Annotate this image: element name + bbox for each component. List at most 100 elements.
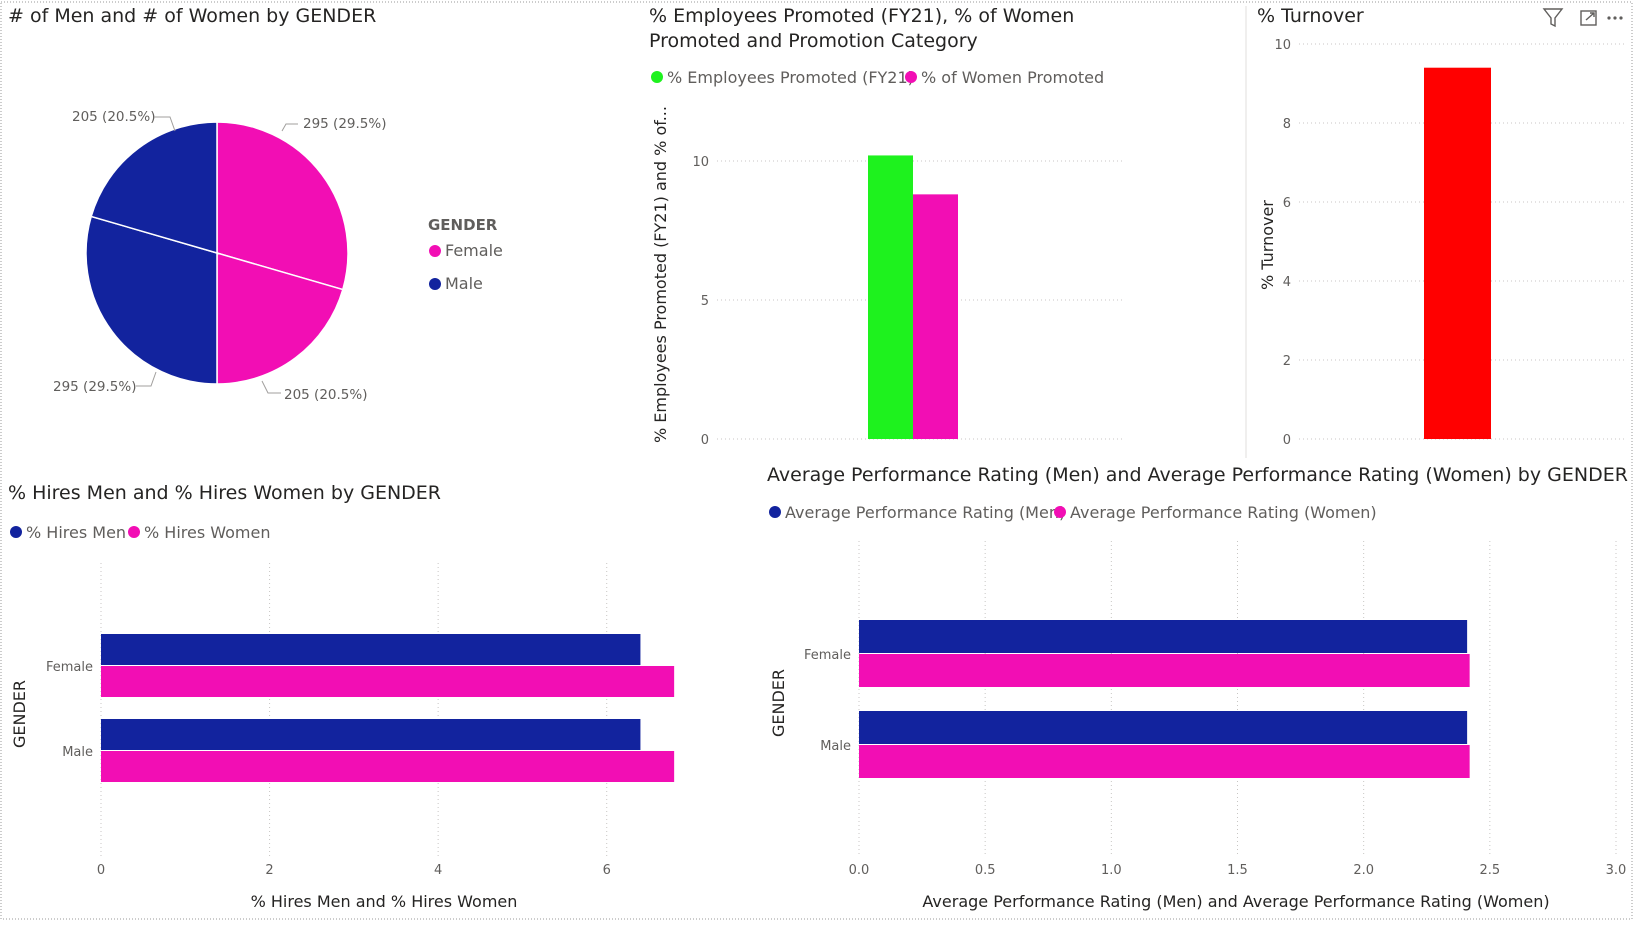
pie-slice[interactable] [216, 121, 349, 291]
category-label: Male [62, 745, 93, 760]
legend-item-perf-women[interactable]: Average Performance Rating (Women) [1054, 503, 1377, 522]
pie-visual[interactable]: # of Men and # of Women by GENDER 295 (2… [8, 5, 503, 403]
x-tick-label: 1.5 [1227, 863, 1248, 878]
leader-line [261, 380, 281, 394]
filter-icon[interactable] [1542, 8, 1564, 28]
x-tick-label: 0.5 [975, 863, 996, 878]
x-tick-label: 2 [265, 863, 273, 878]
legend-marker [429, 278, 441, 290]
y-tick-label: 5 [701, 294, 709, 309]
y-tick-label: 10 [1274, 38, 1291, 53]
y-tick-label: 6 [1283, 196, 1291, 211]
bar[interactable] [859, 745, 1470, 778]
pie-data-labels: 295 (29.5%) 205 (20.5%) 295 (29.5%) 205 … [53, 109, 386, 403]
legend-marker [128, 526, 140, 538]
bar[interactable] [101, 719, 641, 750]
category-label: Male [820, 739, 851, 754]
visual-header [1542, 8, 1623, 28]
legend-item-women-promoted[interactable]: % of Women Promoted [905, 68, 1104, 87]
performance-y-axis-title: GENDER [769, 669, 788, 737]
legend-marker [429, 245, 441, 257]
legend-marker [651, 71, 663, 83]
pie-slice[interactable] [85, 215, 218, 385]
leader-line [154, 116, 176, 132]
legend-marker [1054, 506, 1066, 518]
x-tick-label: 4 [434, 863, 442, 878]
turnover-gridlines: 0 2 4 6 8 10 [1274, 38, 1624, 448]
legend-label: Female [445, 241, 503, 260]
turnover-bars[interactable] [1424, 67, 1491, 439]
pie-legend: GENDER Female Male [428, 216, 503, 293]
focus-mode-icon[interactable] [1580, 10, 1597, 26]
performance-visual[interactable]: Average Performance Rating (Men) and Ave… [767, 464, 1628, 911]
pie-slice[interactable] [90, 121, 218, 254]
y-tick-label: 8 [1283, 117, 1291, 132]
legend-item-perf-men[interactable]: Average Performance Rating (Men) [769, 503, 1065, 522]
pie-leader-lines [136, 116, 298, 394]
leader-line [136, 371, 157, 387]
pie-legend-title: GENDER [428, 216, 498, 234]
y-tick-label: 2 [1283, 354, 1291, 369]
hires-visual[interactable]: % Hires Men and % Hires Women by GENDER … [8, 482, 675, 911]
promotion-bars[interactable] [868, 155, 958, 439]
turnover-visual[interactable]: % Turnover % Turnover 0 2 4 6 8 10 [1257, 5, 1624, 448]
hires-legend: % Hires Men % Hires Women [10, 523, 271, 542]
bar[interactable] [859, 654, 1470, 687]
category-label: Female [46, 660, 93, 675]
pie-data-label: 205 (20.5%) [284, 387, 367, 403]
bar[interactable] [859, 620, 1468, 653]
more-options-icon[interactable] [1607, 16, 1623, 20]
legend-marker [905, 71, 917, 83]
legend-label: % Hires Men [26, 523, 126, 542]
legend-item-hires-men[interactable]: % Hires Men [10, 523, 126, 542]
performance-legend: Average Performance Rating (Men) Average… [769, 503, 1377, 522]
y-tick-label: 0 [701, 433, 709, 448]
turnover-y-axis-title: % Turnover [1258, 200, 1277, 290]
x-tick-label: 0.0 [849, 863, 870, 878]
performance-bars[interactable] [859, 620, 1470, 778]
legend-item-female[interactable]: Female [429, 241, 503, 260]
x-tick-label: 1.0 [1101, 863, 1122, 878]
hires-x-axis-title: % Hires Men and % Hires Women [251, 892, 518, 911]
pie-slice[interactable] [216, 252, 344, 385]
pie-data-label: 295 (29.5%) [303, 116, 386, 132]
x-tick-label: 6 [603, 863, 611, 878]
bar[interactable] [101, 666, 675, 697]
legend-item-hires-women[interactable]: % Hires Women [128, 523, 271, 542]
bar[interactable] [859, 711, 1468, 744]
promotion-legend: % Employees Promoted (FY21) % of Women P… [651, 68, 1104, 87]
bar[interactable] [1424, 67, 1491, 439]
legend-label: Average Performance Rating (Men) [785, 503, 1065, 522]
y-tick-label: 0 [1283, 433, 1291, 448]
hires-gridlines: 0 2 4 6 Female Male [46, 563, 611, 878]
promotion-visual[interactable]: % Employees Promoted (FY21), % of Women … [649, 5, 1124, 448]
performance-title: Average Performance Rating (Men) and Ave… [767, 464, 1628, 486]
bar[interactable] [868, 155, 913, 439]
hires-y-axis-title: GENDER [10, 680, 29, 748]
performance-x-axis-title: Average Performance Rating (Men) and Ave… [922, 892, 1549, 911]
legend-item-male[interactable]: Male [429, 274, 483, 293]
leader-line [281, 123, 298, 132]
x-tick-label: 2.0 [1353, 863, 1374, 878]
legend-label: % of Women Promoted [921, 68, 1104, 87]
bar[interactable] [101, 751, 675, 782]
promotion-title-line-2: Promoted and Promotion Category [649, 30, 978, 52]
x-tick-label: 3.0 [1606, 863, 1627, 878]
y-tick-label: 10 [692, 155, 709, 170]
performance-gridlines: 0.0 0.5 1.0 1.5 2.0 2.5 3.0 Female Male [804, 541, 1626, 878]
x-tick-label: 2.5 [1479, 863, 1500, 878]
turnover-title: % Turnover [1257, 5, 1364, 27]
legend-marker [769, 506, 781, 518]
bar[interactable] [101, 634, 641, 665]
hires-bars[interactable] [101, 634, 675, 782]
pie-title: # of Men and # of Women by GENDER [8, 5, 376, 27]
legend-item-employees-promoted[interactable]: % Employees Promoted (FY21) [651, 68, 914, 87]
promotion-y-axis-title: % Employees Promoted (FY21) and % of... [651, 106, 670, 443]
x-tick-label: 0 [97, 863, 105, 878]
promotion-gridlines: 0 5 10 [692, 155, 1124, 448]
legend-label: Average Performance Rating (Women) [1070, 503, 1377, 522]
pie-slices[interactable] [85, 121, 349, 385]
bar[interactable] [913, 194, 958, 439]
